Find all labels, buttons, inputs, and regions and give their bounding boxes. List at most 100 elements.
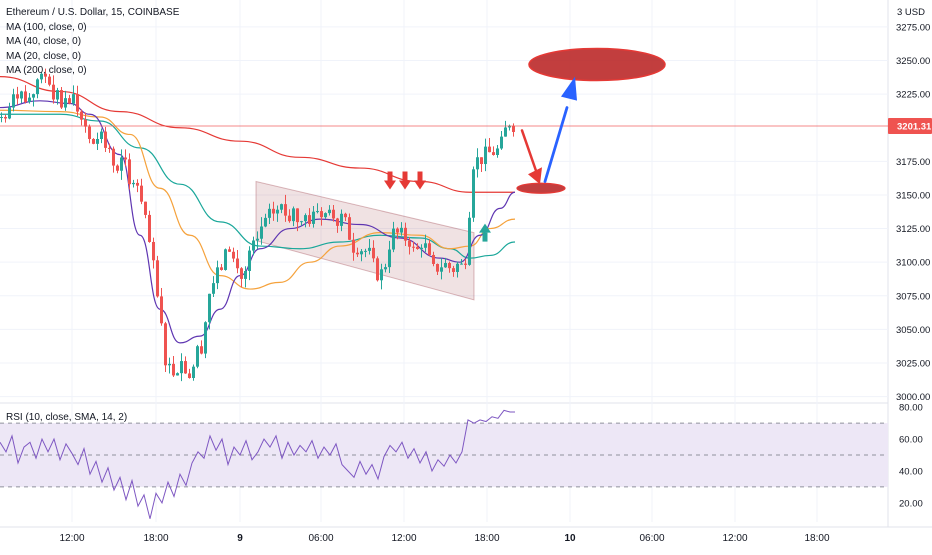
buy-arrow — [479, 223, 491, 242]
candle-body — [344, 213, 347, 218]
legend-ma100[interactable]: MA (100, close, 0) — [6, 21, 87, 33]
price-tag-bg — [888, 117, 932, 134]
candle-body — [168, 363, 171, 366]
price-tick-label: 3125.00 — [896, 224, 930, 235]
legend-ma40[interactable]: MA (40, close, 0) — [6, 36, 82, 47]
candle-body — [464, 263, 467, 265]
rsi-band — [0, 422, 888, 488]
legend-ma200[interactable]: MA (200, close, 0) — [6, 65, 87, 76]
candle-body — [508, 125, 511, 128]
candle-body — [44, 73, 47, 77]
candle-body — [212, 283, 215, 294]
pullback-zone — [516, 182, 566, 194]
candle-body — [384, 267, 387, 270]
candle-body — [500, 136, 503, 149]
candle-body — [348, 217, 351, 240]
time-tick-label: 18:00 — [804, 533, 829, 544]
candle-body — [372, 247, 375, 259]
candle-body — [260, 226, 263, 239]
arrow-head — [384, 180, 396, 190]
symbol-title[interactable]: Ethereum / U.S. Dollar, 15, COINBASE — [6, 7, 180, 18]
arrow-shaft — [482, 232, 488, 242]
candle-body — [228, 249, 231, 252]
price-tick-label: 3275.00 — [896, 22, 930, 33]
candles — [0, 68, 515, 382]
candle-body — [100, 131, 103, 140]
candle-body — [40, 73, 43, 80]
candle-body — [72, 94, 75, 104]
candle-body — [204, 322, 207, 354]
ma20-line — [0, 109, 516, 290]
candle-body — [380, 269, 383, 281]
time-axis: 12:00 18:00 9 06:00 12:00 18:00 10 06:00 12:00 18… — [59, 533, 829, 544]
blue-up-arrow — [543, 76, 577, 183]
time-tick-label: 9 — [237, 533, 243, 544]
price-tag-label: 3201.31 — [897, 121, 932, 132]
candle-body — [180, 361, 183, 374]
candle-body — [484, 146, 487, 165]
candle-body — [392, 228, 395, 250]
candle-body — [492, 152, 495, 155]
candle-body — [480, 157, 483, 165]
ma100-line — [0, 76, 515, 193]
candle-body — [304, 215, 307, 222]
ma40-line — [0, 113, 516, 259]
candle-body — [404, 227, 407, 241]
candle-body — [20, 91, 23, 99]
candle-body — [264, 217, 267, 227]
legend-ma20[interactable]: MA (20, close, 0) — [6, 50, 82, 62]
arrow-head — [414, 180, 426, 190]
candle-body — [4, 116, 7, 119]
candle-body — [172, 363, 175, 376]
candle-body — [388, 249, 391, 268]
arrow-shaft — [520, 129, 538, 172]
candle-body — [328, 209, 331, 214]
candle-body — [184, 361, 187, 374]
candle-body — [352, 239, 355, 253]
candle-body — [124, 157, 127, 160]
price-tick-label: 3050.00 — [896, 325, 930, 336]
candle-body — [320, 211, 323, 218]
time-tick-label: 06:00 — [639, 533, 664, 544]
candle-body — [476, 157, 479, 170]
rsi-legend[interactable]: RSI (10, close, SMA, 14, 2) — [6, 412, 128, 423]
candle-body — [120, 157, 123, 171]
candle-body — [36, 79, 39, 95]
candle-body — [488, 146, 491, 153]
candle-body — [296, 208, 299, 223]
price-tick-label: 3225.00 — [896, 90, 930, 101]
candle-body — [504, 127, 507, 137]
candle-body — [8, 107, 11, 119]
candle-body — [340, 213, 343, 226]
candle-body — [16, 94, 19, 99]
candle-body — [368, 247, 371, 251]
candle-body — [268, 208, 271, 218]
current-price-line: 3201.31 — [0, 117, 932, 134]
candle-body — [200, 346, 203, 354]
candle-body — [24, 91, 27, 102]
candle-body — [84, 119, 87, 127]
candle-body — [316, 211, 319, 213]
price-tick-label: 3025.00 — [896, 359, 930, 370]
candle-body — [216, 267, 219, 284]
candle-body — [396, 228, 399, 233]
price-tick-label: 3000.00 — [896, 392, 930, 403]
candle-body — [64, 98, 67, 108]
candle-body — [136, 182, 139, 186]
candle-body — [440, 267, 443, 272]
sell-arrow — [414, 171, 426, 190]
candle-body — [244, 270, 247, 279]
candle-body — [292, 208, 295, 222]
annotations — [384, 47, 666, 242]
candle-body — [164, 323, 167, 366]
candle-body — [12, 94, 15, 108]
candle-body — [324, 213, 327, 218]
candle-body — [288, 215, 291, 222]
arrow-head — [399, 180, 411, 190]
candle-body — [176, 373, 179, 376]
candle-body — [280, 204, 283, 210]
moving-averages — [0, 76, 516, 344]
sell-arrow — [399, 171, 411, 190]
